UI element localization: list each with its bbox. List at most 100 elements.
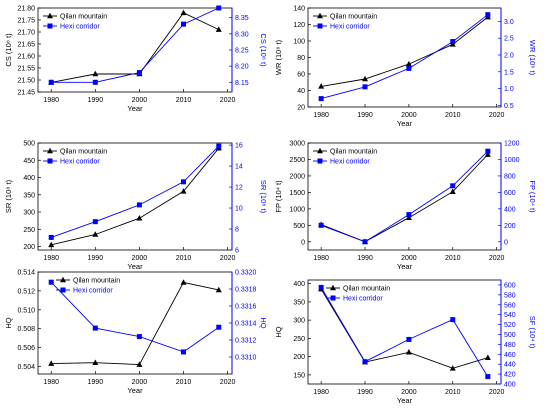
qilan-data-point (92, 231, 99, 237)
y-tick-label-right: 420 (504, 372, 516, 379)
hexi-data-point (92, 219, 98, 225)
qilan-data-point (484, 354, 491, 361)
y-axis-label-left: FP (10⁴ t) (274, 180, 283, 213)
legend-label-qilan: Qilan mountain (330, 149, 377, 156)
x-tick-label: 2010 (445, 112, 461, 119)
qilan-data-point (449, 188, 456, 195)
plot-frame (307, 279, 502, 385)
qilan-data-point (92, 70, 99, 77)
hexi-data-point (362, 359, 368, 365)
y-tick-label-right: 8 (235, 227, 239, 234)
legend-marker-hexi (317, 158, 323, 164)
y-tick-label-right: 580 (504, 292, 516, 299)
y-tick-label-right: 10 (235, 206, 243, 213)
hexi-data-point (216, 324, 222, 330)
x-tick-label: 2010 (445, 389, 461, 396)
hexi-data-point (136, 70, 142, 76)
qilan-data-point (92, 359, 99, 365)
y-axis-label-right: SF (10⁴ t) (528, 316, 537, 349)
x-tick-label: 2020 (489, 255, 505, 262)
y-tick-label-left: 250 (23, 227, 35, 234)
y-axis-label-right: WR (10⁸ t) (528, 40, 537, 76)
y-tick-label-left: 21.65 (17, 42, 35, 49)
qilan-data-point (405, 60, 412, 67)
y-tick-label-left: 21.80 (17, 6, 35, 13)
legend-marker-hexi (47, 158, 53, 164)
qilan-data-point (180, 279, 187, 285)
y-tick-label-right: 8.25 (235, 48, 249, 55)
y-tick-label-right: 540 (504, 312, 516, 319)
chart-panel-wr: 1980 1990 2000 2010 2020 Year 20 40 60 80 100 120 14… (274, 6, 537, 129)
legend-marker-hexi (47, 23, 53, 29)
qilan-data-point (215, 26, 222, 32)
legend-label-qilan: Qilan mountain (330, 14, 377, 21)
y-tick-label-right: 460 (504, 352, 516, 359)
y-axis-label-right: CS (10⁸ t) (259, 33, 268, 67)
y-axis-label-right: FP (10⁴ t) (528, 180, 537, 213)
hexi-data-point (181, 179, 186, 185)
x-tick-label: 1980 (313, 112, 329, 119)
x-tick-label: 2020 (220, 255, 236, 262)
y-tick-label-left: 2500 (289, 157, 305, 164)
y-tick-label-left: 40 (297, 88, 305, 95)
legend-marker-hexi (60, 287, 66, 293)
hexi-data-point (48, 79, 54, 85)
y-tick-label-left: 0.504 (17, 364, 35, 371)
x-tick-label: 2000 (401, 112, 417, 119)
legend-label-hexi: Hexi corridor (73, 288, 113, 295)
x-tick-label: 2000 (401, 389, 417, 396)
hexi-data-point (485, 148, 491, 154)
y-tick-label-right: 600 (504, 190, 516, 197)
hexi-data-point (181, 21, 186, 27)
hexi-data-point (136, 334, 142, 340)
x-tick-label: 2010 (176, 255, 192, 262)
y-tick-label-left: 0.506 (17, 345, 35, 352)
y-tick-label-left: 200 (23, 244, 35, 251)
y-tick-label-left: 0.512 (17, 288, 35, 295)
qilan-data-point (362, 75, 369, 82)
hexi-data-point (216, 143, 222, 149)
x-axis-label: Year (127, 262, 143, 271)
y-tick-label-left: 21.50 (17, 78, 35, 85)
hexi-data-point (136, 202, 142, 208)
hexi-data-point (181, 349, 186, 355)
legend-label-qilan: Qilan mountain (343, 286, 390, 293)
y-tick-label-left: 250 (293, 336, 305, 343)
x-tick-label: 1990 (88, 255, 104, 262)
legend-label-hexi: Hexi corridor (343, 296, 383, 303)
y-tick-label-right: 8.20 (235, 64, 249, 71)
x-tick-label: 1990 (357, 255, 373, 262)
legend-label-qilan: Qilan mountain (73, 278, 120, 285)
legend-marker-qilan (60, 276, 66, 283)
hexi-data-point (362, 84, 368, 90)
qilan-data-point (318, 83, 325, 89)
y-tick-label-left: 300 (23, 210, 35, 217)
y-axis-label-right: SR (10⁸ t) (259, 180, 268, 214)
hexi-data-point (485, 12, 491, 18)
hexi-data-point (92, 325, 98, 331)
hexi-data-point (362, 239, 368, 245)
x-axis-label: Year (127, 386, 143, 395)
legend-marker-hexi (317, 23, 323, 29)
x-tick-label: 1990 (357, 389, 373, 396)
x-tick-label: 2020 (220, 379, 236, 386)
y-tick-label-left: 1000 (289, 206, 305, 213)
x-tick-label: 1990 (88, 97, 104, 104)
legend: Qilan mountain Hexi corridor (43, 147, 107, 166)
qilan-data-point (215, 286, 222, 293)
x-tick-label: 1980 (43, 255, 59, 262)
y-tick-label-right: 0.3318 (235, 287, 257, 294)
hexi-data-point (450, 183, 456, 189)
y-tick-label-left: 60 (297, 72, 305, 79)
y-tick-label-right: 1200 (504, 141, 520, 148)
y-tick-label-right: 600 (504, 282, 516, 289)
y-tick-label-left: 140 (293, 6, 305, 13)
x-tick-label: 2020 (220, 97, 236, 104)
qilan-data-point (136, 361, 143, 367)
y-tick-label-right: 2.0 (504, 52, 514, 59)
y-tick-label-right: 500 (504, 332, 516, 339)
chart-panel-hq: 1980 1990 2000 2010 2020 Year 0.504 0.506 0.508 0… (4, 270, 268, 396)
hexi-data-point (318, 96, 324, 102)
qilan-data-point (405, 214, 412, 221)
